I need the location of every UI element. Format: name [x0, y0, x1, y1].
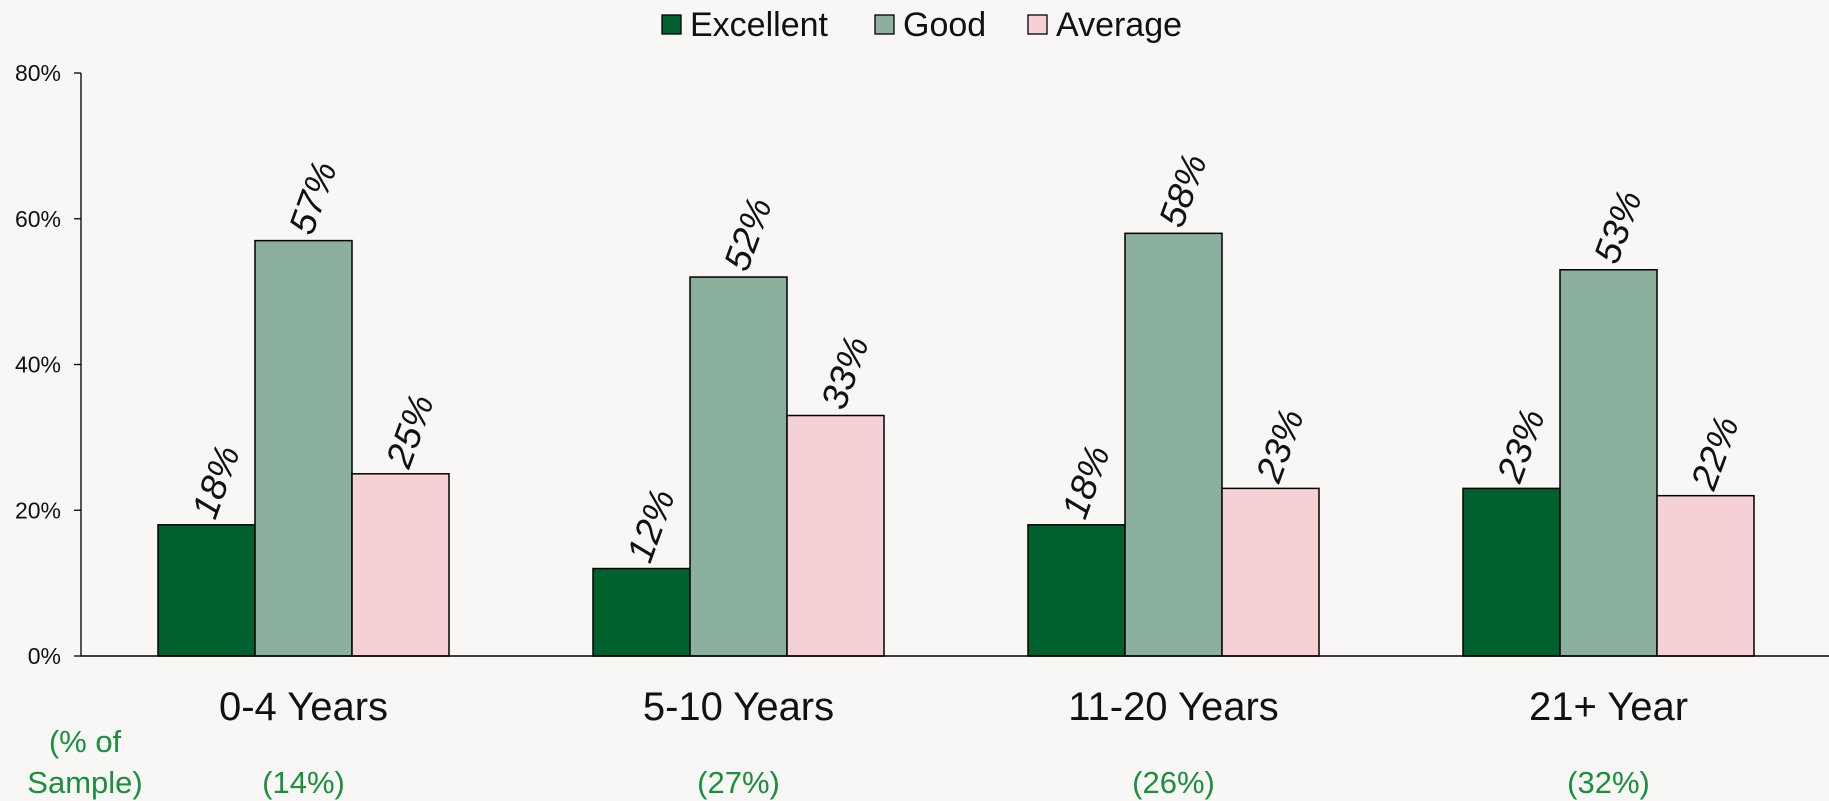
- legend-label-excellent: Excellent: [690, 6, 829, 44]
- bar-excellent: [592, 567, 691, 657]
- y-axis: 0% 20% 40% 60% 80%: [15, 60, 82, 669]
- data-label: 18%: [184, 440, 248, 524]
- bar-average: [1221, 487, 1320, 657]
- sample-share-row: (% of Sample) (14%) (27%) (26%) (32%): [27, 724, 1650, 800]
- data-label: 52%: [716, 192, 780, 276]
- bar-average: [351, 473, 450, 657]
- data-label: 12%: [619, 484, 683, 568]
- data-label: 57%: [281, 156, 345, 240]
- sample-share: (14%): [262, 765, 345, 800]
- data-label: 25%: [378, 389, 442, 474]
- sample-share: (27%): [697, 765, 780, 800]
- sample-header-line-1: (% of: [49, 724, 122, 759]
- bar-average: [1656, 494, 1755, 657]
- legend: Excellent Good Average: [661, 6, 1182, 44]
- sample-share: (32%): [1567, 765, 1650, 800]
- data-label: 22%: [1683, 411, 1747, 496]
- data-label: 58%: [1151, 149, 1215, 233]
- bar-good: [1124, 232, 1223, 657]
- y-tick-label: 40%: [15, 352, 61, 378]
- bar-good: [1559, 269, 1658, 657]
- x-axis: 0-4 Years 5-10 Years 11-20 Years 21+ Year: [81, 655, 1829, 729]
- bar-excellent: [1027, 524, 1126, 657]
- legend-label-average: Average: [1056, 6, 1182, 44]
- y-tick-label: 60%: [15, 206, 61, 232]
- sample-header-line-2: Sample): [27, 765, 142, 800]
- x-tick-label: 21+ Year: [1529, 685, 1688, 729]
- bar-good: [689, 276, 788, 657]
- x-tick-label: 5-10 Years: [643, 685, 834, 729]
- legend-swatch-excellent: [661, 14, 682, 35]
- bar-good: [254, 239, 353, 657]
- data-label: 23%: [1489, 404, 1553, 489]
- y-tick-label: 20%: [15, 497, 61, 523]
- legend-label-good: Good: [903, 6, 986, 44]
- x-tick-label: 11-20 Years: [1068, 685, 1279, 729]
- legend-swatch-good: [874, 14, 895, 35]
- x-tick-label: 0-4 Years: [219, 685, 388, 729]
- bar-excellent: [1462, 487, 1561, 657]
- legend-swatch-average: [1027, 14, 1048, 35]
- y-tick-label: 80%: [15, 60, 61, 86]
- bar-average: [786, 414, 885, 657]
- bar-excellent: [157, 524, 256, 657]
- data-label: 33%: [813, 331, 877, 415]
- y-tick-label: 0%: [28, 643, 61, 669]
- data-label: 23%: [1248, 404, 1312, 489]
- data-label: 53%: [1586, 185, 1650, 269]
- data-label: 18%: [1054, 440, 1118, 524]
- sample-share: (26%): [1132, 765, 1215, 800]
- bars: 18% 57% 25% 12% 52% 33% 18% 58% 23% 23% 53% 22%: [157, 149, 1755, 657]
